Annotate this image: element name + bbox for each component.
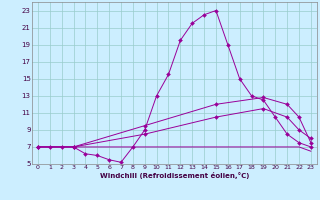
X-axis label: Windchill (Refroidissement éolien,°C): Windchill (Refroidissement éolien,°C)	[100, 172, 249, 179]
